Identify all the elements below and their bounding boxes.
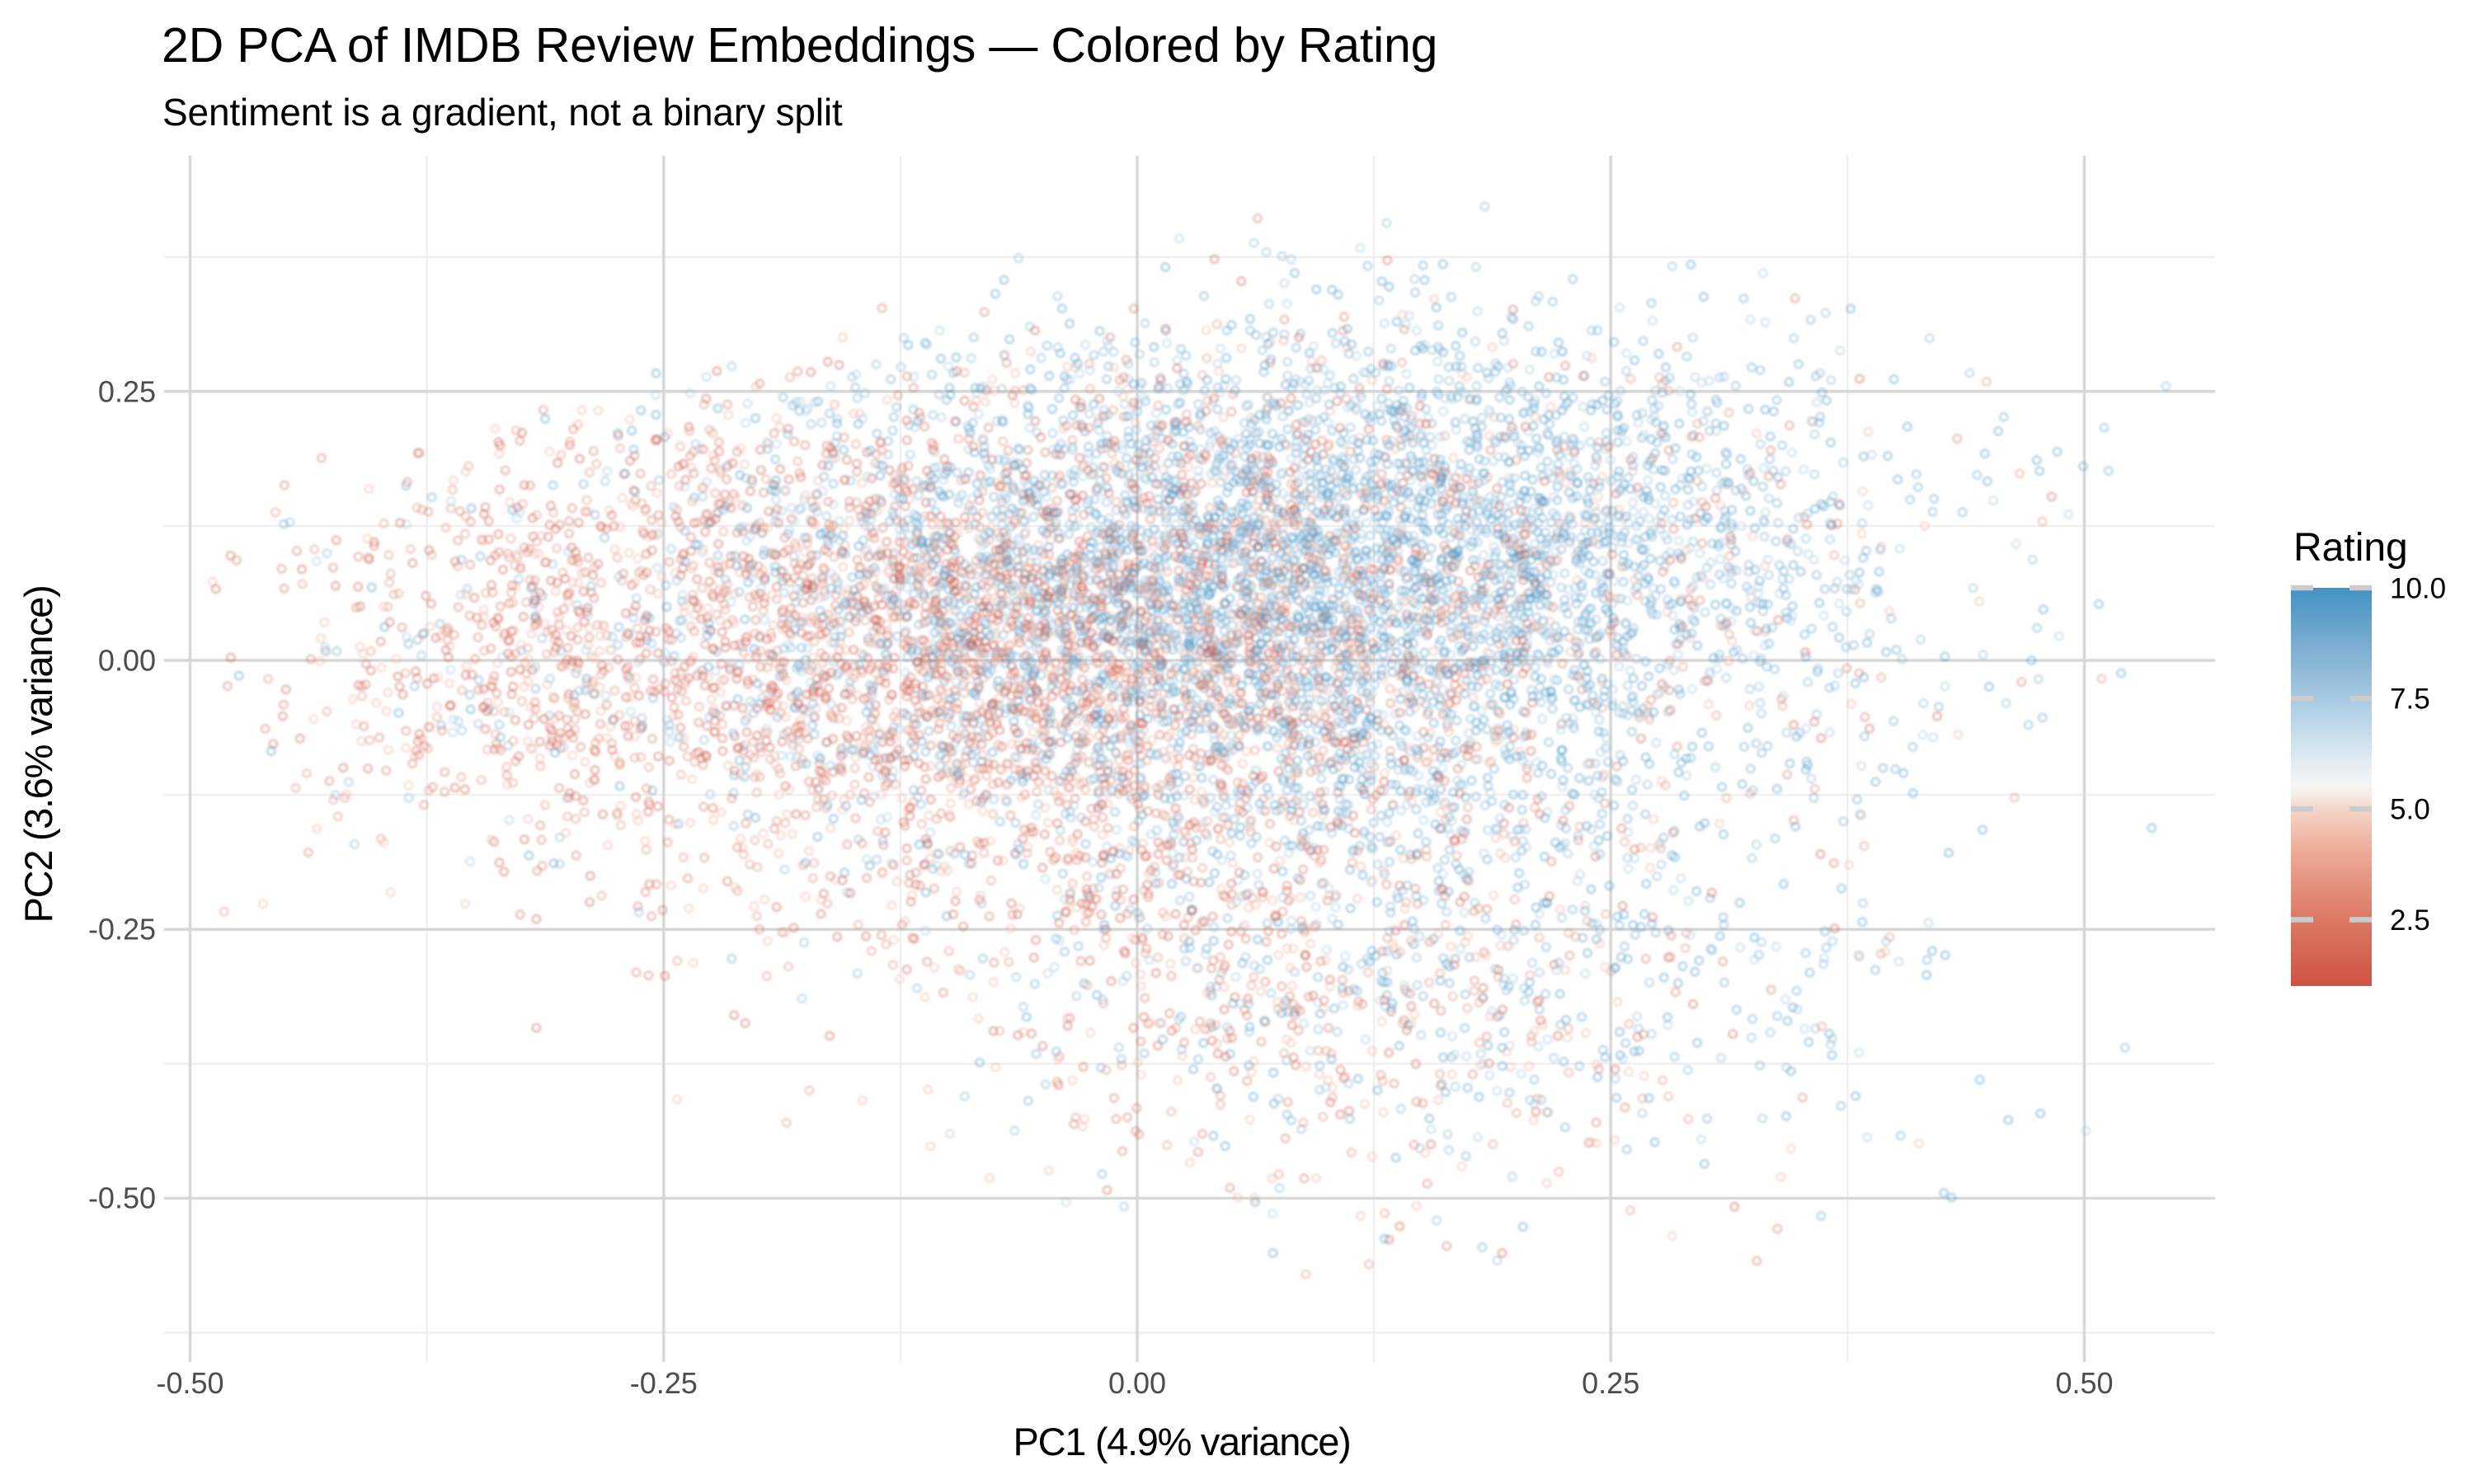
svg-text:PC1 (4.9% variance): PC1 (4.9% variance): [1014, 1420, 1351, 1463]
svg-text:-0.25: -0.25: [88, 912, 156, 946]
svg-text:0.25: 0.25: [1582, 1366, 1639, 1400]
svg-text:0.00: 0.00: [98, 643, 156, 677]
svg-text:10.0: 10.0: [2390, 572, 2446, 604]
svg-text:Rating: Rating: [2293, 526, 2408, 570]
svg-text:5.0: 5.0: [2390, 794, 2430, 826]
svg-text:2D PCA of IMDB Review Embeddin: 2D PCA of IMDB Review Embeddings — Color…: [162, 18, 1437, 73]
svg-text:-0.25: -0.25: [630, 1366, 698, 1400]
svg-text:0.00: 0.00: [1108, 1366, 1166, 1400]
svg-text:0.25: 0.25: [98, 374, 156, 408]
svg-text:2.5: 2.5: [2390, 904, 2430, 937]
svg-text:7.5: 7.5: [2390, 683, 2430, 716]
svg-text:Sentiment is a gradient, not a: Sentiment is a gradient, not a binary sp…: [162, 91, 843, 134]
svg-text:-0.50: -0.50: [88, 1181, 156, 1214]
svg-text:-0.50: -0.50: [156, 1366, 223, 1400]
svg-text:0.50: 0.50: [2055, 1366, 2113, 1400]
svg-text:PC2 (3.6% variance): PC2 (3.6% variance): [16, 586, 60, 923]
